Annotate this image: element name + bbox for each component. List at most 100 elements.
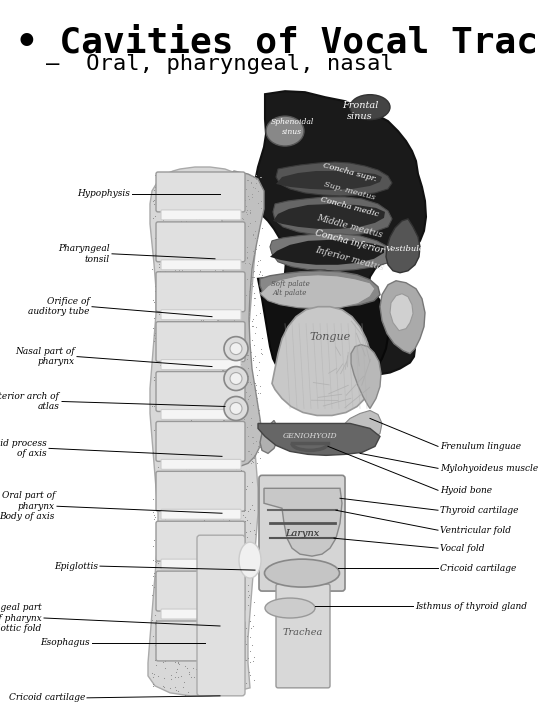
Point xyxy=(179,291,188,302)
Point xyxy=(202,364,211,375)
Point xyxy=(201,572,210,584)
Point xyxy=(247,192,256,203)
Point xyxy=(233,393,241,405)
Point xyxy=(248,446,257,458)
Point xyxy=(232,171,241,182)
Point xyxy=(210,367,218,379)
Point xyxy=(167,534,176,545)
Point xyxy=(164,199,173,210)
Point xyxy=(187,207,195,218)
Point xyxy=(168,576,177,588)
Point xyxy=(232,387,240,398)
Point xyxy=(225,402,234,414)
Point xyxy=(241,420,249,432)
Point xyxy=(205,366,214,377)
Point xyxy=(176,522,184,534)
Point xyxy=(194,174,202,185)
Point xyxy=(152,644,160,655)
Point xyxy=(238,423,247,434)
Point xyxy=(156,467,164,479)
Point xyxy=(160,431,169,442)
Point xyxy=(210,431,218,443)
Point xyxy=(200,412,208,423)
Point xyxy=(238,357,246,369)
Point xyxy=(176,501,185,513)
Point xyxy=(177,240,186,251)
Point xyxy=(283,498,292,510)
Point xyxy=(196,246,205,257)
Point xyxy=(201,646,210,657)
Point xyxy=(176,626,185,637)
Point xyxy=(201,301,210,312)
Point xyxy=(177,609,186,621)
Point xyxy=(181,182,190,194)
Point xyxy=(181,652,190,663)
Point xyxy=(235,370,244,382)
Point xyxy=(178,575,186,586)
Point xyxy=(280,539,288,551)
Point xyxy=(153,557,162,569)
Point xyxy=(191,439,199,451)
Point xyxy=(204,646,212,657)
Point xyxy=(241,230,249,242)
Point xyxy=(179,344,188,356)
Point xyxy=(191,387,199,398)
Point xyxy=(183,626,192,637)
Point xyxy=(180,333,189,345)
Point xyxy=(218,444,227,455)
Point xyxy=(280,551,289,562)
Point xyxy=(225,301,234,312)
Point xyxy=(246,204,255,216)
Point xyxy=(230,449,239,461)
Point xyxy=(183,203,191,215)
Polygon shape xyxy=(218,171,264,467)
Point xyxy=(192,328,201,340)
Point xyxy=(223,621,232,633)
Point xyxy=(226,375,234,387)
Point xyxy=(158,323,167,334)
Point xyxy=(237,372,245,384)
Point xyxy=(286,493,295,505)
Point xyxy=(198,377,207,389)
Point xyxy=(171,431,180,442)
Point xyxy=(214,652,223,664)
Point xyxy=(244,591,253,603)
Point xyxy=(312,493,321,505)
Point xyxy=(332,551,341,562)
Point xyxy=(264,479,273,490)
Point xyxy=(181,463,190,474)
Point xyxy=(165,290,174,302)
Point xyxy=(179,644,187,656)
Point xyxy=(215,341,224,353)
Point xyxy=(164,199,173,211)
Point xyxy=(191,230,200,241)
Point xyxy=(209,645,218,657)
Point xyxy=(219,264,228,275)
Point xyxy=(284,543,293,554)
Point xyxy=(177,215,185,227)
Point xyxy=(149,198,158,210)
Point xyxy=(190,247,198,258)
Point xyxy=(179,381,187,392)
Point xyxy=(186,330,194,342)
Point xyxy=(205,363,214,374)
Point xyxy=(247,449,255,460)
Point xyxy=(312,513,320,524)
Point xyxy=(220,310,229,322)
Point xyxy=(197,238,206,249)
Point xyxy=(248,477,256,488)
Point xyxy=(159,261,168,272)
Point xyxy=(235,285,244,297)
Point xyxy=(163,389,171,400)
Point xyxy=(221,425,230,436)
Point xyxy=(202,184,211,195)
Point xyxy=(163,245,172,256)
Point xyxy=(223,495,232,507)
Point xyxy=(320,534,328,546)
Point xyxy=(155,481,164,492)
Point xyxy=(220,218,228,230)
Point xyxy=(288,575,297,587)
Point xyxy=(249,313,258,325)
Point xyxy=(287,477,295,489)
Point xyxy=(201,438,210,449)
